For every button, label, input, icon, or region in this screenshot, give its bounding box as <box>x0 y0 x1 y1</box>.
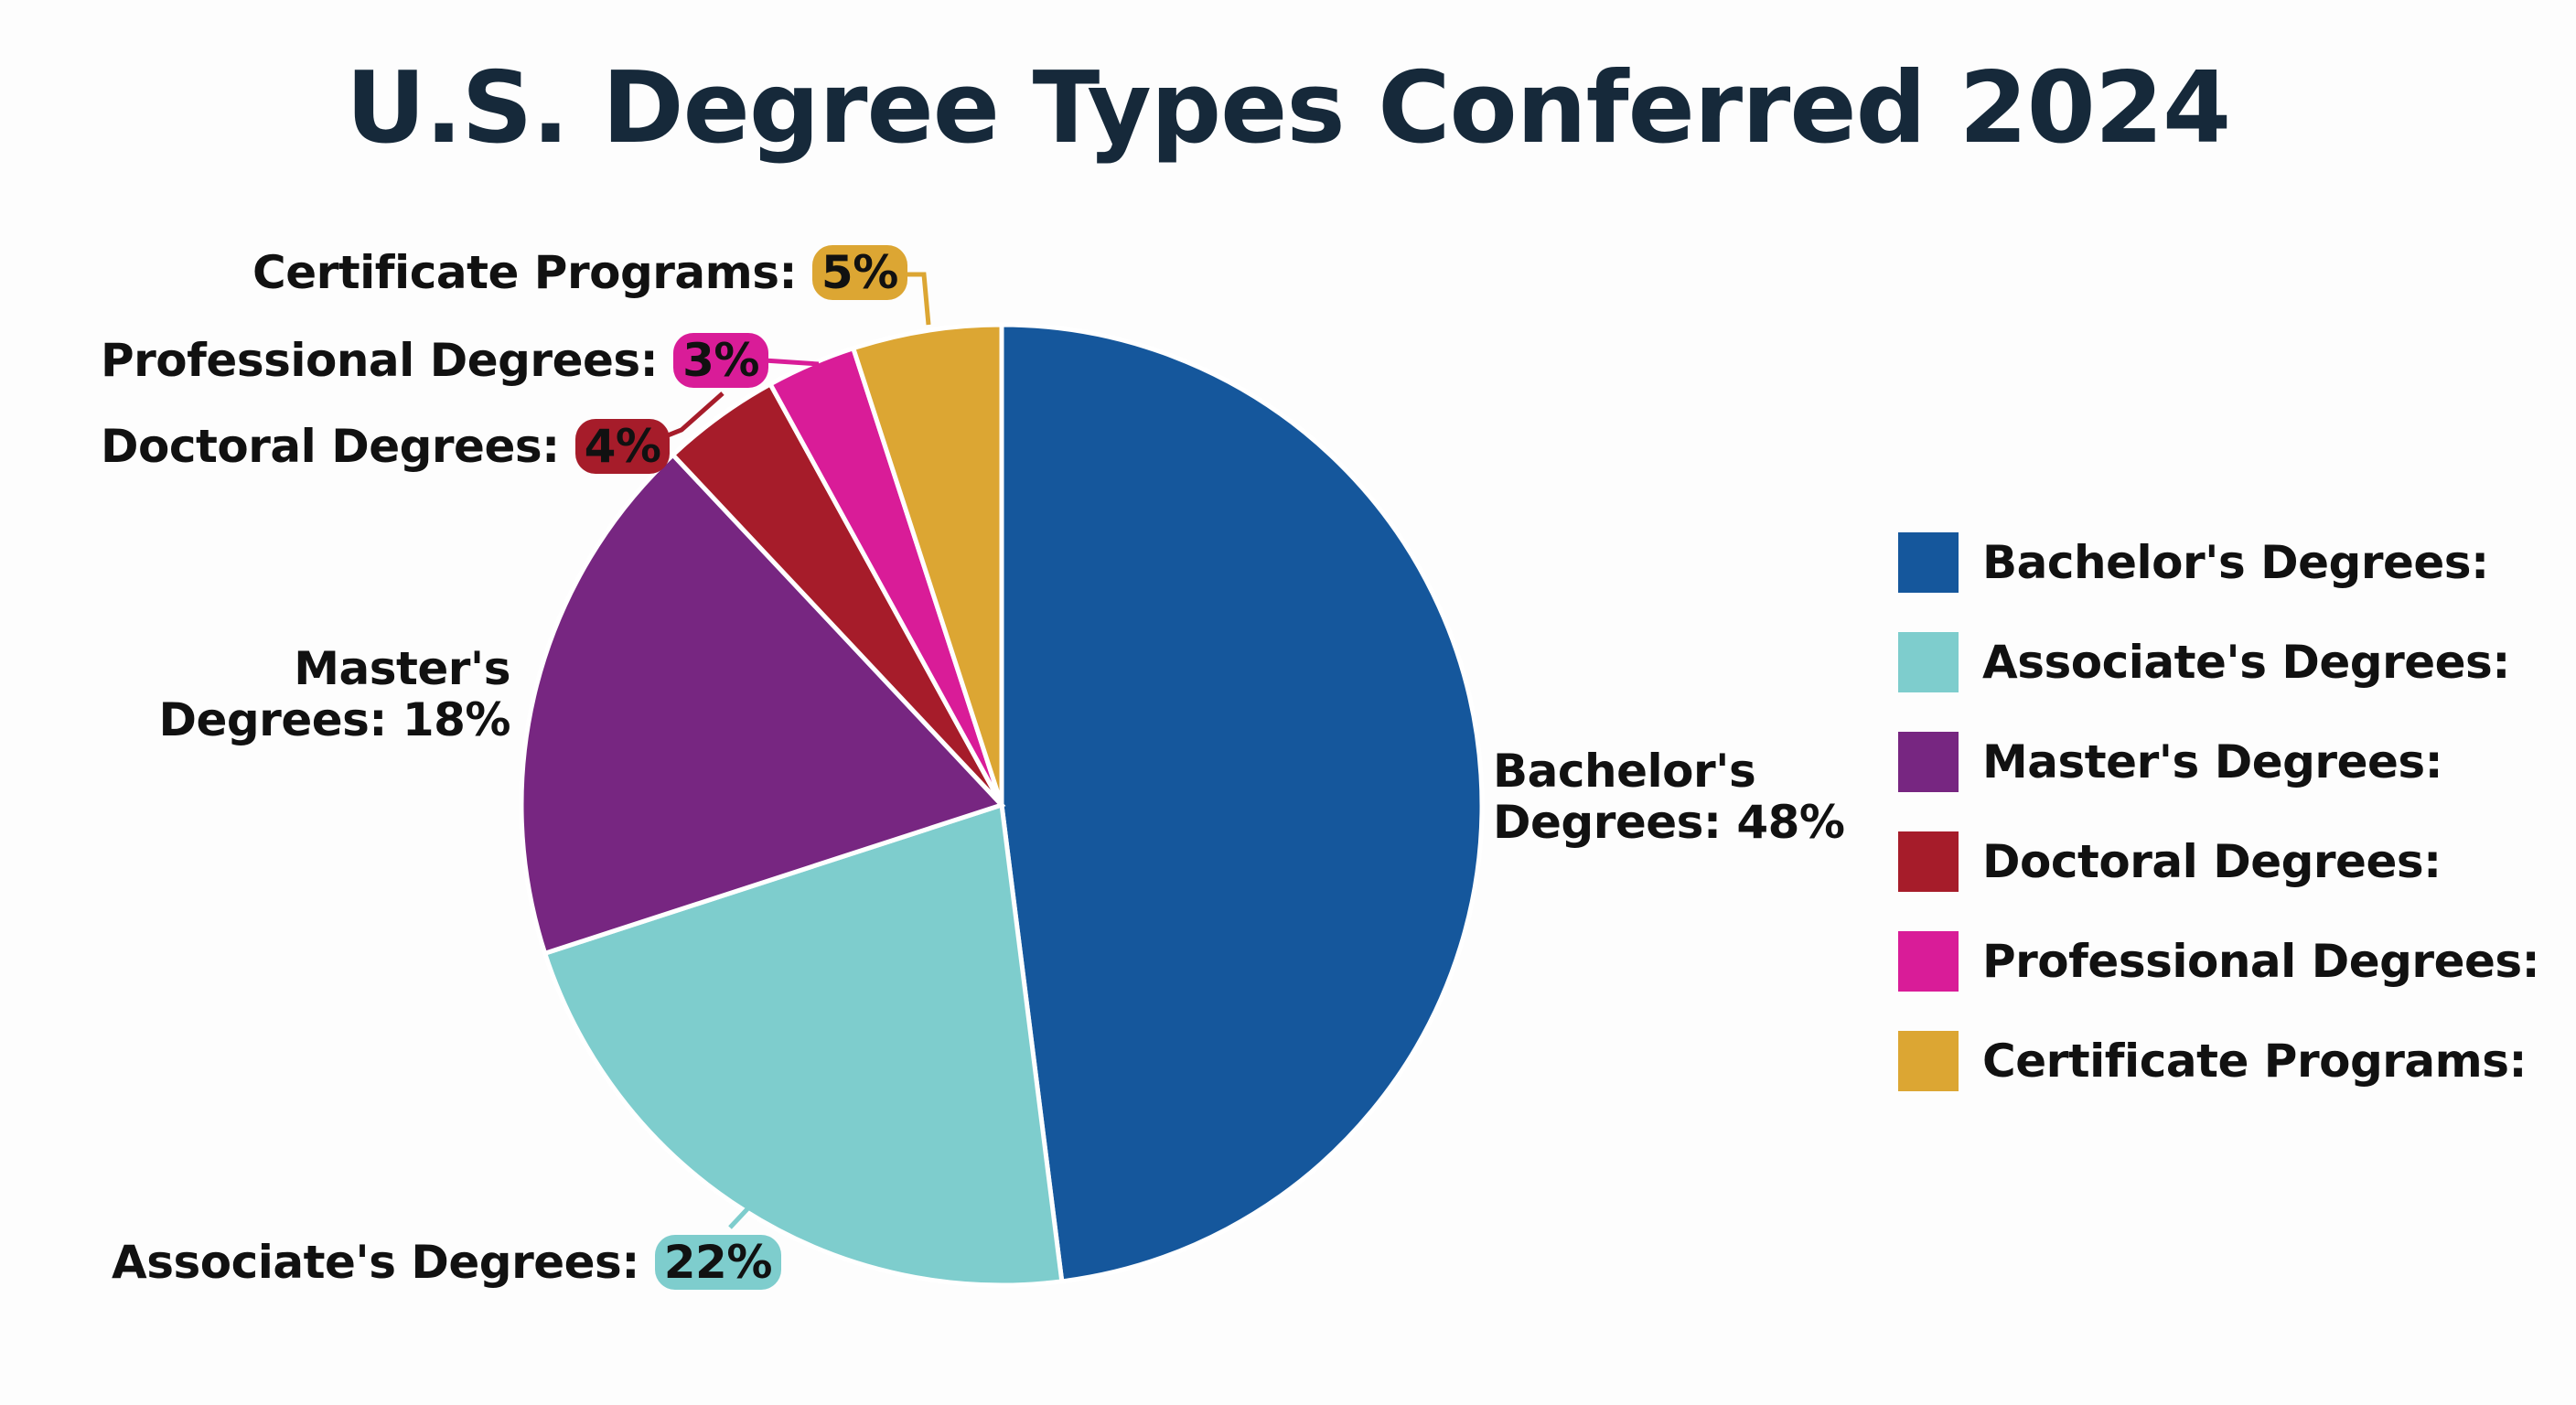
legend-label: Master's Degrees: <box>1982 735 2443 788</box>
legend-item-associates: Associate's Degrees: <box>1898 612 2539 712</box>
legend-item-bachelors: Bachelor's Degrees: <box>1898 512 2539 612</box>
label-masters-line2: Degrees: 18% <box>158 693 510 746</box>
legend-swatch-associates <box>1898 631 1959 692</box>
legend-label: Associate's Degrees: <box>1982 635 2510 689</box>
label-bachelors-line1: Bachelor's <box>1493 745 1756 798</box>
legend-item-certificate: Certificate Programs: <box>1898 1011 2539 1110</box>
label-bachelors: Bachelor's Degrees: 48% <box>1493 745 1845 848</box>
pie-slices <box>519 322 1485 1288</box>
label-bachelors-line2: Degrees: 48% <box>1493 796 1845 849</box>
legend-swatch-masters <box>1898 731 1959 792</box>
label-doctoral-text: Doctoral Degrees: <box>101 420 560 473</box>
legend-item-masters: Master's Degrees: <box>1898 712 2539 811</box>
legend-label: Professional Degrees: <box>1982 934 2540 988</box>
leader-line-associates <box>728 1196 759 1229</box>
label-masters: Master's Degrees: 18% <box>137 643 510 745</box>
legend: Bachelor's Degrees: Associate's Degrees:… <box>1898 512 2540 1110</box>
pie-slice-masters <box>519 451 1006 957</box>
pie-slice-bachelors <box>999 322 1485 1284</box>
legend-swatch-professional <box>1898 930 1959 992</box>
label-professional: Professional Degrees: 3% <box>101 333 768 388</box>
legend-item-doctoral: Doctoral Degrees: <box>1898 811 2539 911</box>
label-certificate-value: 5% <box>811 245 907 300</box>
label-doctoral: Doctoral Degrees: 4% <box>101 419 671 474</box>
label-associates: Associate's Degrees: 22% <box>112 1235 781 1290</box>
legend-swatch-doctoral <box>1898 831 1959 892</box>
label-associates-value: 22% <box>654 1235 781 1290</box>
legend-item-professional: Professional Degrees: <box>1898 911 2540 1011</box>
label-doctoral-value: 4% <box>574 419 671 474</box>
label-associates-text: Associate's Degrees: <box>112 1236 639 1289</box>
pie-slice-certificate <box>850 322 1004 806</box>
label-professional-text: Professional Degrees: <box>101 334 659 387</box>
legend-label: Doctoral Degrees: <box>1982 834 2442 888</box>
chart-title: U.S. Degree Types Conferred 2024 <box>345 51 2231 166</box>
legend-label: Certificate Programs: <box>1982 1034 2528 1088</box>
label-professional-value: 3% <box>673 333 768 388</box>
label-certificate-text: Certificate Programs: <box>252 246 798 299</box>
label-masters-line1: Master's <box>294 642 510 695</box>
label-certificate: Certificate Programs: 5% <box>252 245 907 300</box>
legend-label: Bachelor's Degrees: <box>1982 535 2489 589</box>
legend-swatch-certificate <box>1898 1030 1959 1091</box>
legend-swatch-bachelors <box>1898 531 1959 593</box>
